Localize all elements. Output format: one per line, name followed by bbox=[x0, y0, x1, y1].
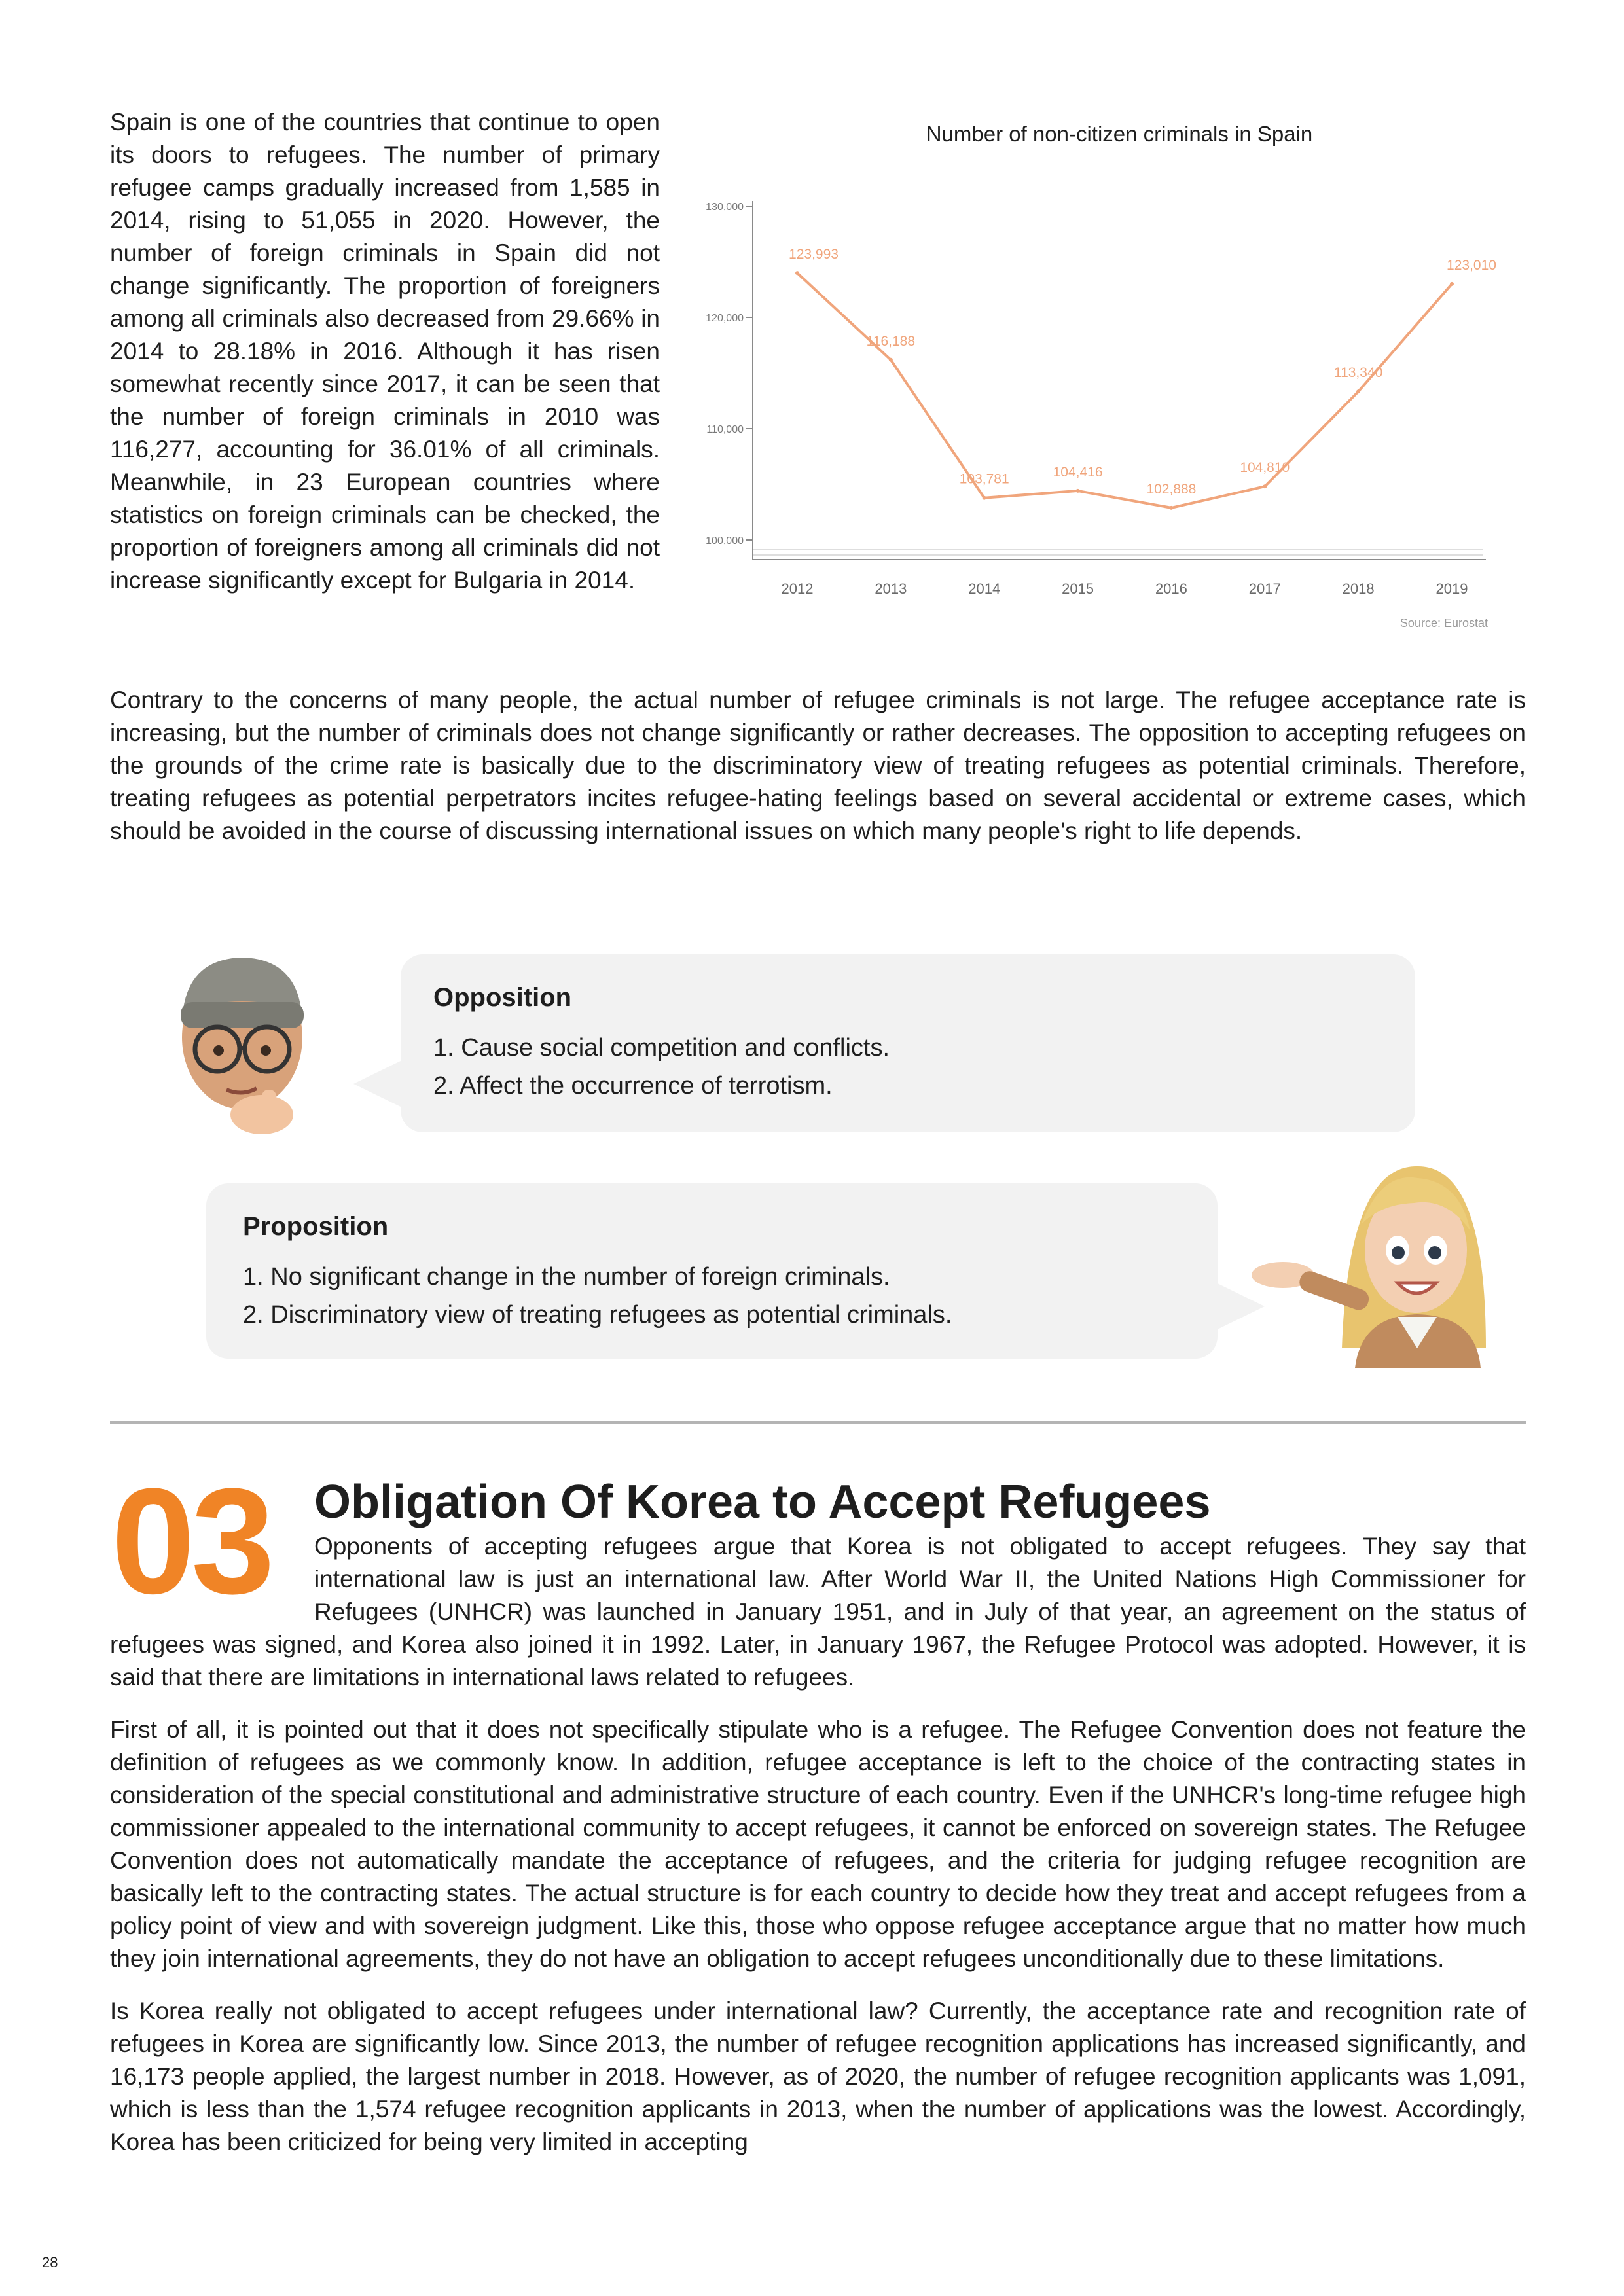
intro-paragraph: Spain is one of the countries that conti… bbox=[110, 109, 660, 594]
y-tick-label: 110,000 bbox=[706, 424, 744, 435]
data-label: 123,993 bbox=[789, 247, 839, 262]
data-point bbox=[1450, 281, 1454, 286]
data-point bbox=[1356, 389, 1361, 394]
thinking-boy-avatar bbox=[164, 939, 321, 1152]
chart-source: Source: Eurostat bbox=[1399, 617, 1488, 630]
x-tick-label: 2016 bbox=[1155, 581, 1187, 597]
list-item: 2. Discriminatory view of treating refug… bbox=[243, 1301, 952, 1329]
data-label: 104,416 bbox=[1053, 465, 1103, 480]
x-tick-label: 2013 bbox=[875, 581, 907, 597]
section-divider bbox=[110, 1421, 1526, 1424]
proposition-bubble: Proposition 1. No significant change in … bbox=[206, 1183, 1218, 1359]
section-paragraph: First of all, it is pointed out that it … bbox=[110, 1716, 1526, 1972]
data-label: 104,810 bbox=[1240, 460, 1290, 475]
y-tick-label: 130,000 bbox=[706, 202, 744, 213]
data-point bbox=[982, 495, 986, 500]
section-number: 03 bbox=[111, 1457, 275, 1625]
data-label: 103,781 bbox=[960, 472, 1009, 487]
data-point bbox=[888, 357, 893, 362]
section-paragraph: Opponents of accepting refugees argue th… bbox=[110, 1533, 1526, 1691]
smiling-girl-avatar bbox=[1250, 1152, 1486, 1371]
section-title: Obligation Of Korea to Accept Refugees bbox=[314, 1476, 1211, 1528]
list-item: 1. Cause social competition and conflict… bbox=[433, 1034, 890, 1062]
data-label: 102,888 bbox=[1146, 482, 1196, 497]
number-spacer bbox=[110, 1530, 314, 1628]
page-number: 28 bbox=[42, 2254, 58, 2270]
x-tick-label: 2012 bbox=[782, 581, 814, 597]
line-chart: 100,000 110,000 120,000 130,000 2012 2013 2014… bbox=[706, 201, 1496, 597]
y-tick-label: 100,000 bbox=[706, 535, 744, 547]
list-item: 1. No significant change in the number o… bbox=[243, 1263, 890, 1291]
data-label: 123,010 bbox=[1447, 258, 1496, 273]
data-label: 113,340 bbox=[1334, 365, 1382, 380]
data-label: 116,188 bbox=[867, 334, 915, 349]
y-tick-label: 120,000 bbox=[706, 313, 744, 324]
opposition-bubble: Opposition 1. Cause social competition a… bbox=[401, 954, 1415, 1132]
opposition-heading: Opposition bbox=[433, 983, 572, 1012]
x-tick-label: 2015 bbox=[1062, 581, 1094, 597]
bubble-tail bbox=[353, 1060, 402, 1107]
list-item: 2. Affect the occurrence of terrotism. bbox=[433, 1072, 833, 1100]
data-point bbox=[1169, 505, 1174, 510]
section-body: Opponents of accepting refugees argue th… bbox=[110, 1530, 1526, 2178]
data-point bbox=[1263, 484, 1267, 489]
chart-title: Number of non-citizen criminals in Spain bbox=[926, 122, 1313, 146]
data-point bbox=[795, 271, 799, 276]
x-tick-label: 2017 bbox=[1249, 581, 1281, 597]
data-point bbox=[1075, 488, 1080, 493]
concerns-paragraph: Contrary to the concerns of many people,… bbox=[110, 687, 1526, 844]
x-tick-label: 2018 bbox=[1343, 581, 1375, 597]
bubble-tail bbox=[1216, 1283, 1265, 1330]
opposition-list: 1. Cause social competition and conflict… bbox=[433, 1029, 1382, 1105]
series-line bbox=[796, 272, 1453, 509]
section-paragraph: Is Korea really not obligated to accept … bbox=[110, 1998, 1526, 2155]
x-tick-label: 2014 bbox=[968, 581, 1000, 597]
x-tick-label: 2019 bbox=[1436, 581, 1468, 597]
proposition-heading: Proposition bbox=[243, 1212, 389, 1241]
proposition-list: 1. No significant change in the number o… bbox=[243, 1258, 1181, 1334]
